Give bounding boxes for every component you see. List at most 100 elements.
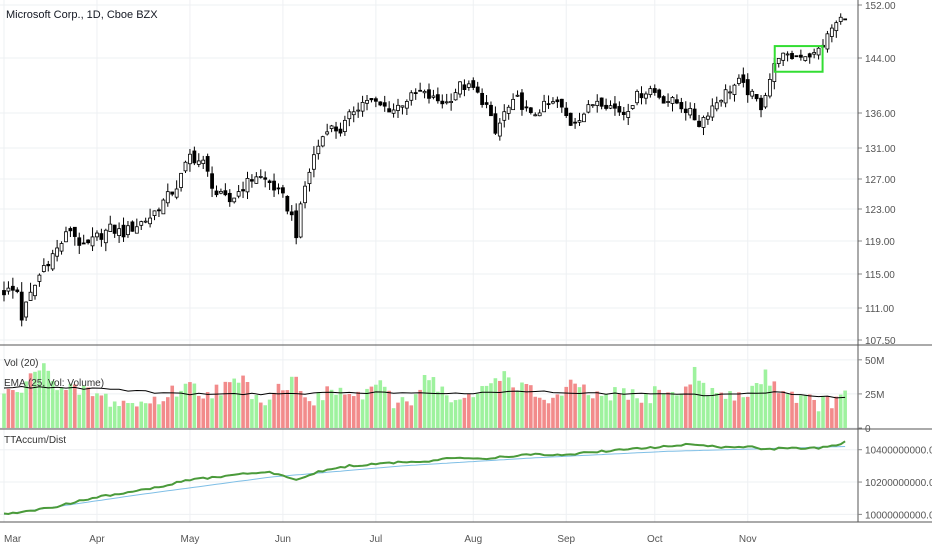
volume-bar — [312, 405, 316, 428]
candle-body — [732, 84, 737, 95]
candle-body — [816, 47, 821, 56]
volume-bar — [329, 389, 334, 428]
candle-body — [391, 109, 396, 114]
volume-bar — [639, 402, 644, 428]
candle-body — [179, 172, 183, 188]
volume-bar — [471, 397, 476, 428]
volume-bar — [710, 387, 715, 428]
volume-bar — [604, 394, 608, 428]
volume-bar — [139, 401, 144, 428]
volume-bar — [506, 377, 511, 428]
volume-bar — [785, 394, 790, 428]
candle-body — [493, 113, 498, 134]
volume-bar — [675, 395, 679, 428]
candle-body — [81, 242, 86, 245]
candle-body — [289, 211, 294, 216]
volume-bar — [95, 393, 99, 428]
candle-body — [528, 107, 533, 113]
candle-body — [183, 161, 188, 172]
volume-bar — [652, 386, 657, 428]
candle-body — [599, 97, 604, 107]
candle-body — [143, 220, 148, 223]
volume-bar — [737, 392, 741, 428]
volume-bar — [227, 382, 232, 428]
candle-body — [781, 52, 786, 61]
volume-bar — [657, 389, 662, 428]
candle-body — [728, 91, 732, 94]
volume-bar — [776, 393, 781, 428]
volume-bar — [440, 386, 445, 428]
volume-bar — [24, 381, 28, 428]
price-axis-label: 119.00 — [865, 237, 895, 248]
candle-body — [635, 90, 639, 104]
volume-bar — [272, 392, 276, 428]
candle-body — [595, 100, 600, 106]
volume-pane-title: Vol (20) — [4, 358, 38, 369]
volume-bar — [391, 408, 396, 428]
volume-bar — [81, 385, 86, 428]
candle-body — [617, 106, 622, 113]
candle-body — [480, 92, 485, 105]
volume-bar — [55, 390, 59, 428]
candle-body — [347, 111, 352, 120]
volume-bar — [626, 399, 631, 428]
volume-bar — [196, 395, 201, 428]
candle-body — [95, 232, 99, 238]
candle-body — [68, 228, 73, 232]
volume-bar — [790, 391, 794, 428]
volume-bar — [46, 370, 51, 428]
volume-bar — [714, 393, 719, 428]
price-axis-label: 131.00 — [865, 144, 896, 155]
candle-body — [108, 223, 113, 232]
candle-body — [533, 114, 538, 117]
volume-bar — [458, 399, 462, 428]
candle-body — [666, 101, 670, 103]
candle-body — [466, 83, 471, 88]
volume-bar — [794, 402, 799, 428]
volume-bar — [723, 398, 728, 428]
candle-body — [33, 284, 37, 297]
candle-body — [227, 192, 232, 203]
volume-bar — [356, 391, 360, 428]
highlight-box — [773, 45, 824, 73]
candle-body — [50, 253, 55, 270]
candle-body — [453, 92, 458, 101]
volume-bar — [608, 400, 613, 428]
volume-ema-line — [3, 385, 846, 399]
volume-bar — [135, 406, 139, 428]
candle-body — [396, 104, 400, 111]
candle-body — [24, 301, 29, 318]
volume-bar — [564, 386, 569, 428]
candle-body — [422, 90, 427, 94]
volume-bar — [143, 403, 148, 428]
candle-body — [285, 195, 290, 212]
volume-bar — [759, 384, 763, 428]
candle-body — [6, 287, 11, 292]
candle-body — [719, 99, 724, 103]
volume-bar — [692, 366, 697, 428]
volume-bar — [241, 375, 245, 428]
candle-body — [19, 291, 24, 321]
candle-body — [683, 108, 688, 114]
candle-body — [484, 102, 489, 105]
volume-bar — [812, 399, 816, 428]
tt-accum-dist-lines — [3, 440, 846, 516]
candle-body — [714, 102, 719, 110]
candle-body — [72, 226, 77, 237]
volume-bar — [533, 396, 538, 428]
volume-bar — [148, 403, 152, 428]
candle-body — [134, 226, 139, 234]
volume-bar — [701, 382, 706, 428]
candle-body — [661, 96, 666, 104]
volume-bar — [816, 411, 821, 428]
volume-bar — [661, 393, 666, 428]
candle-body — [458, 81, 462, 95]
volume-bar — [546, 403, 551, 428]
candle-body — [59, 243, 64, 252]
volume-bar — [250, 399, 254, 428]
volume-bar — [843, 390, 847, 428]
candle-body — [537, 112, 542, 117]
candle-body — [236, 191, 241, 197]
